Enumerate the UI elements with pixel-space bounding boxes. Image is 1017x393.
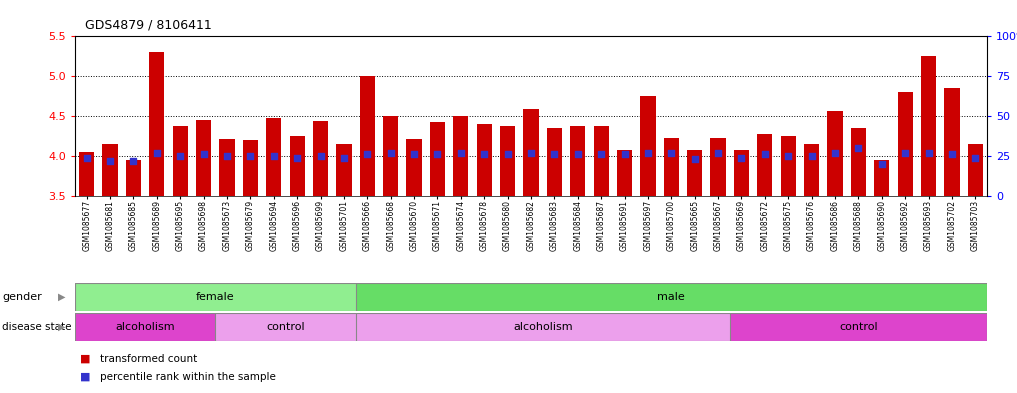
Bar — [547, 128, 562, 196]
Point — [546, 151, 562, 158]
Point — [476, 151, 492, 158]
Point — [850, 145, 866, 151]
Point — [312, 153, 328, 159]
Point — [172, 153, 188, 159]
Text: male: male — [657, 292, 685, 302]
Point — [289, 154, 305, 161]
Bar — [664, 138, 679, 196]
Point — [148, 150, 165, 156]
Bar — [898, 92, 912, 196]
Text: ▶: ▶ — [58, 292, 65, 302]
Point — [757, 151, 773, 158]
Point — [686, 156, 703, 162]
Bar — [734, 150, 750, 196]
Bar — [173, 126, 188, 196]
Point — [195, 151, 212, 158]
Point — [663, 150, 679, 156]
Point — [944, 151, 960, 158]
Point — [710, 150, 726, 156]
Point — [827, 150, 843, 156]
Point — [336, 154, 352, 161]
Point — [570, 151, 586, 158]
Bar — [804, 144, 820, 196]
Bar — [477, 124, 492, 196]
Point — [78, 154, 95, 161]
Bar — [945, 88, 959, 196]
Bar — [103, 144, 118, 196]
Point — [499, 151, 516, 158]
Text: ▶: ▶ — [58, 322, 65, 332]
Bar — [266, 118, 282, 196]
Point — [780, 153, 796, 159]
Bar — [571, 126, 586, 196]
Bar — [875, 160, 890, 196]
Bar — [500, 126, 516, 196]
Bar — [730, 313, 988, 341]
Bar — [75, 313, 216, 341]
Bar — [851, 128, 866, 196]
Bar — [149, 52, 165, 196]
Text: alcoholism: alcoholism — [115, 322, 175, 332]
Text: control: control — [839, 322, 878, 332]
Bar — [687, 150, 703, 196]
Bar — [79, 152, 95, 196]
Point — [640, 150, 656, 156]
Point — [803, 153, 820, 159]
Bar — [430, 121, 445, 196]
Bar — [356, 313, 730, 341]
Bar — [337, 144, 352, 196]
Text: female: female — [196, 292, 235, 302]
Point — [359, 151, 375, 158]
Bar — [711, 138, 726, 196]
Point — [382, 150, 399, 156]
Bar — [360, 76, 375, 196]
Point — [967, 154, 983, 161]
Point — [920, 150, 937, 156]
Point — [733, 154, 750, 161]
Text: GDS4879 / 8106411: GDS4879 / 8106411 — [85, 18, 212, 31]
Text: transformed count: transformed count — [101, 354, 197, 364]
Point — [453, 150, 469, 156]
Point — [593, 151, 609, 158]
Bar — [524, 109, 539, 196]
Text: control: control — [266, 322, 305, 332]
Point — [897, 150, 913, 156]
Bar — [196, 120, 212, 196]
Bar — [313, 121, 328, 196]
Bar — [220, 139, 235, 196]
Bar — [828, 111, 843, 196]
Text: ■: ■ — [80, 372, 91, 382]
Bar — [454, 116, 469, 196]
Point — [219, 153, 235, 159]
Point — [102, 158, 118, 164]
Text: ■: ■ — [80, 354, 91, 364]
Point — [406, 151, 422, 158]
Text: disease state: disease state — [2, 322, 71, 332]
Bar — [356, 283, 988, 311]
Bar — [617, 150, 633, 196]
Text: gender: gender — [2, 292, 42, 302]
Point — [616, 151, 633, 158]
Bar — [126, 160, 141, 196]
Bar — [968, 144, 982, 196]
Text: alcoholism: alcoholism — [513, 322, 573, 332]
Point — [429, 151, 445, 158]
Bar — [243, 140, 258, 196]
Bar — [641, 96, 656, 196]
Point — [523, 150, 539, 156]
Bar — [781, 136, 796, 196]
Bar — [594, 126, 609, 196]
Bar — [290, 136, 305, 196]
Text: percentile rank within the sample: percentile rank within the sample — [101, 372, 277, 382]
Bar — [75, 283, 356, 311]
Bar — [383, 116, 399, 196]
Point — [265, 153, 282, 159]
Point — [874, 161, 890, 167]
Bar — [921, 56, 936, 196]
Bar — [216, 313, 356, 341]
Point — [125, 158, 141, 164]
Bar — [758, 134, 773, 196]
Bar — [407, 139, 422, 196]
Point — [242, 153, 258, 159]
